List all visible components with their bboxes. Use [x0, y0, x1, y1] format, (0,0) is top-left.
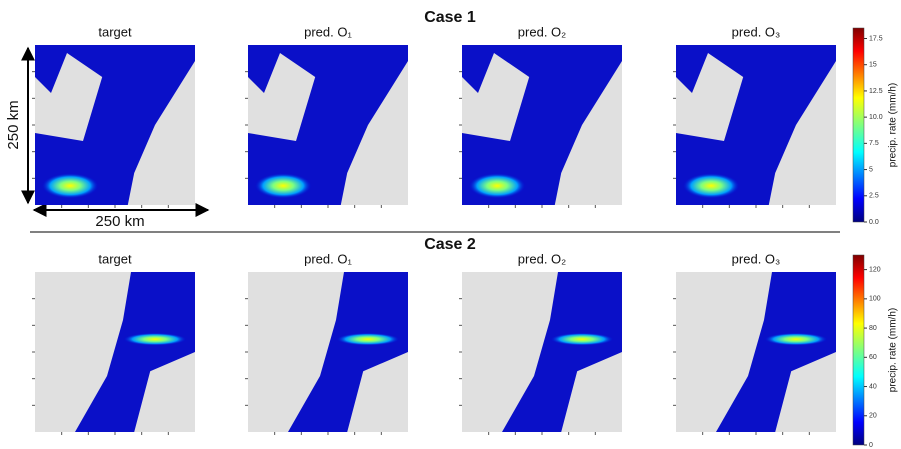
colorbar-tick-label: 17.5	[869, 35, 883, 42]
precip-core	[336, 333, 400, 346]
precip-core	[41, 173, 99, 199]
precip-core	[550, 333, 614, 346]
precip-core	[123, 333, 187, 346]
panel-title: pred. O₃	[732, 251, 781, 266]
precip-core	[682, 173, 740, 199]
colorbar-tick-label: 2.5	[869, 193, 879, 200]
case-title: Case 1	[424, 9, 476, 26]
colorbar-tick-label: 0	[869, 442, 873, 449]
panel-title: pred. O₁	[304, 251, 352, 266]
scale-label: 250 km	[5, 100, 22, 149]
panel-title: pred. O₃	[732, 24, 781, 39]
colorbar-tick-label: 100	[869, 296, 881, 303]
colorbar-tick-label: 60	[869, 354, 877, 361]
panel-title: pred. O₁	[304, 24, 352, 39]
colorbar-tick-label: 80	[869, 325, 877, 332]
precip-core	[254, 173, 312, 199]
figure: 250 km 250 km Case 1 target pred. O₁ pred. …	[0, 0, 901, 449]
panel-title: pred. O₂	[518, 251, 566, 266]
colorbar-label: precip. rate (mm/h)	[888, 308, 899, 392]
panel-title: pred. O₂	[518, 24, 566, 39]
colorbar-tick-label: 0.0	[869, 219, 879, 226]
colorbar-tick-label: 20	[869, 413, 877, 420]
case-title: Case 2	[424, 236, 476, 253]
colorbar-label: precip. rate (mm/h)	[888, 83, 899, 167]
precip-core	[764, 333, 828, 346]
colorbar-tick-label: 10.0	[869, 114, 883, 121]
colorbar-tick-label: 15	[869, 62, 877, 69]
colorbar-tick-label: 120	[869, 266, 881, 273]
colorbar-tick-label: 7.5	[869, 140, 879, 147]
precip-core	[468, 173, 526, 199]
scale-label: 250 km	[95, 213, 144, 230]
panel-title: target	[98, 24, 132, 39]
colorbar	[853, 255, 864, 445]
colorbar	[853, 28, 864, 222]
panel-title: target	[98, 251, 132, 266]
colorbar-tick-label: 40	[869, 383, 877, 390]
colorbar-tick-label: 12.5	[869, 88, 883, 95]
colorbar-tick-label: 5	[869, 166, 873, 173]
